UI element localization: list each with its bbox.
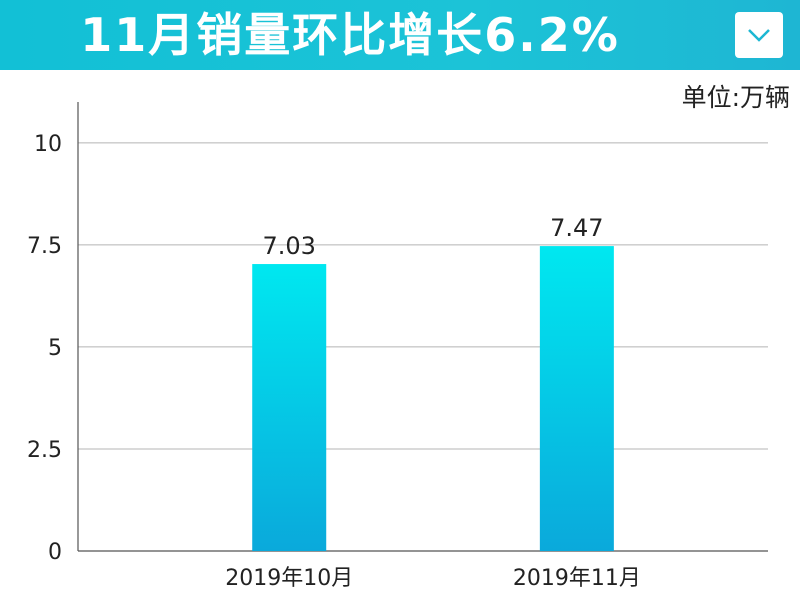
y-tick-label: 5 bbox=[48, 336, 62, 361]
dropdown-button[interactable] bbox=[735, 12, 783, 58]
data-labels: 7.03 7.47 bbox=[263, 214, 604, 260]
y-tick-labels: 0 2.5 5 7.5 10 bbox=[27, 132, 62, 565]
category-label: 2019年11月 bbox=[513, 566, 641, 591]
y-tick-label: 7.5 bbox=[27, 234, 62, 259]
y-tick-label: 2.5 bbox=[27, 438, 62, 463]
header-bar: 11月销量环比增长6.2% bbox=[0, 0, 800, 70]
bars bbox=[252, 246, 614, 551]
category-label: 2019年10月 bbox=[225, 566, 353, 591]
grid-lines bbox=[78, 142, 768, 450]
bar-value-label: 7.47 bbox=[550, 214, 603, 242]
axes bbox=[77, 102, 768, 552]
unit-label: 单位:万辆 bbox=[681, 83, 790, 112]
bar-value-label: 7.03 bbox=[263, 232, 316, 260]
chevron-down-icon bbox=[748, 29, 770, 42]
y-tick-label: 10 bbox=[34, 132, 62, 157]
bar bbox=[539, 246, 614, 551]
bar bbox=[252, 264, 327, 551]
y-tick-label: 0 bbox=[48, 540, 62, 565]
category-labels: 2019年10月 2019年11月 bbox=[225, 566, 641, 591]
page-title: 11月销量环比增长6.2% bbox=[80, 8, 620, 62]
